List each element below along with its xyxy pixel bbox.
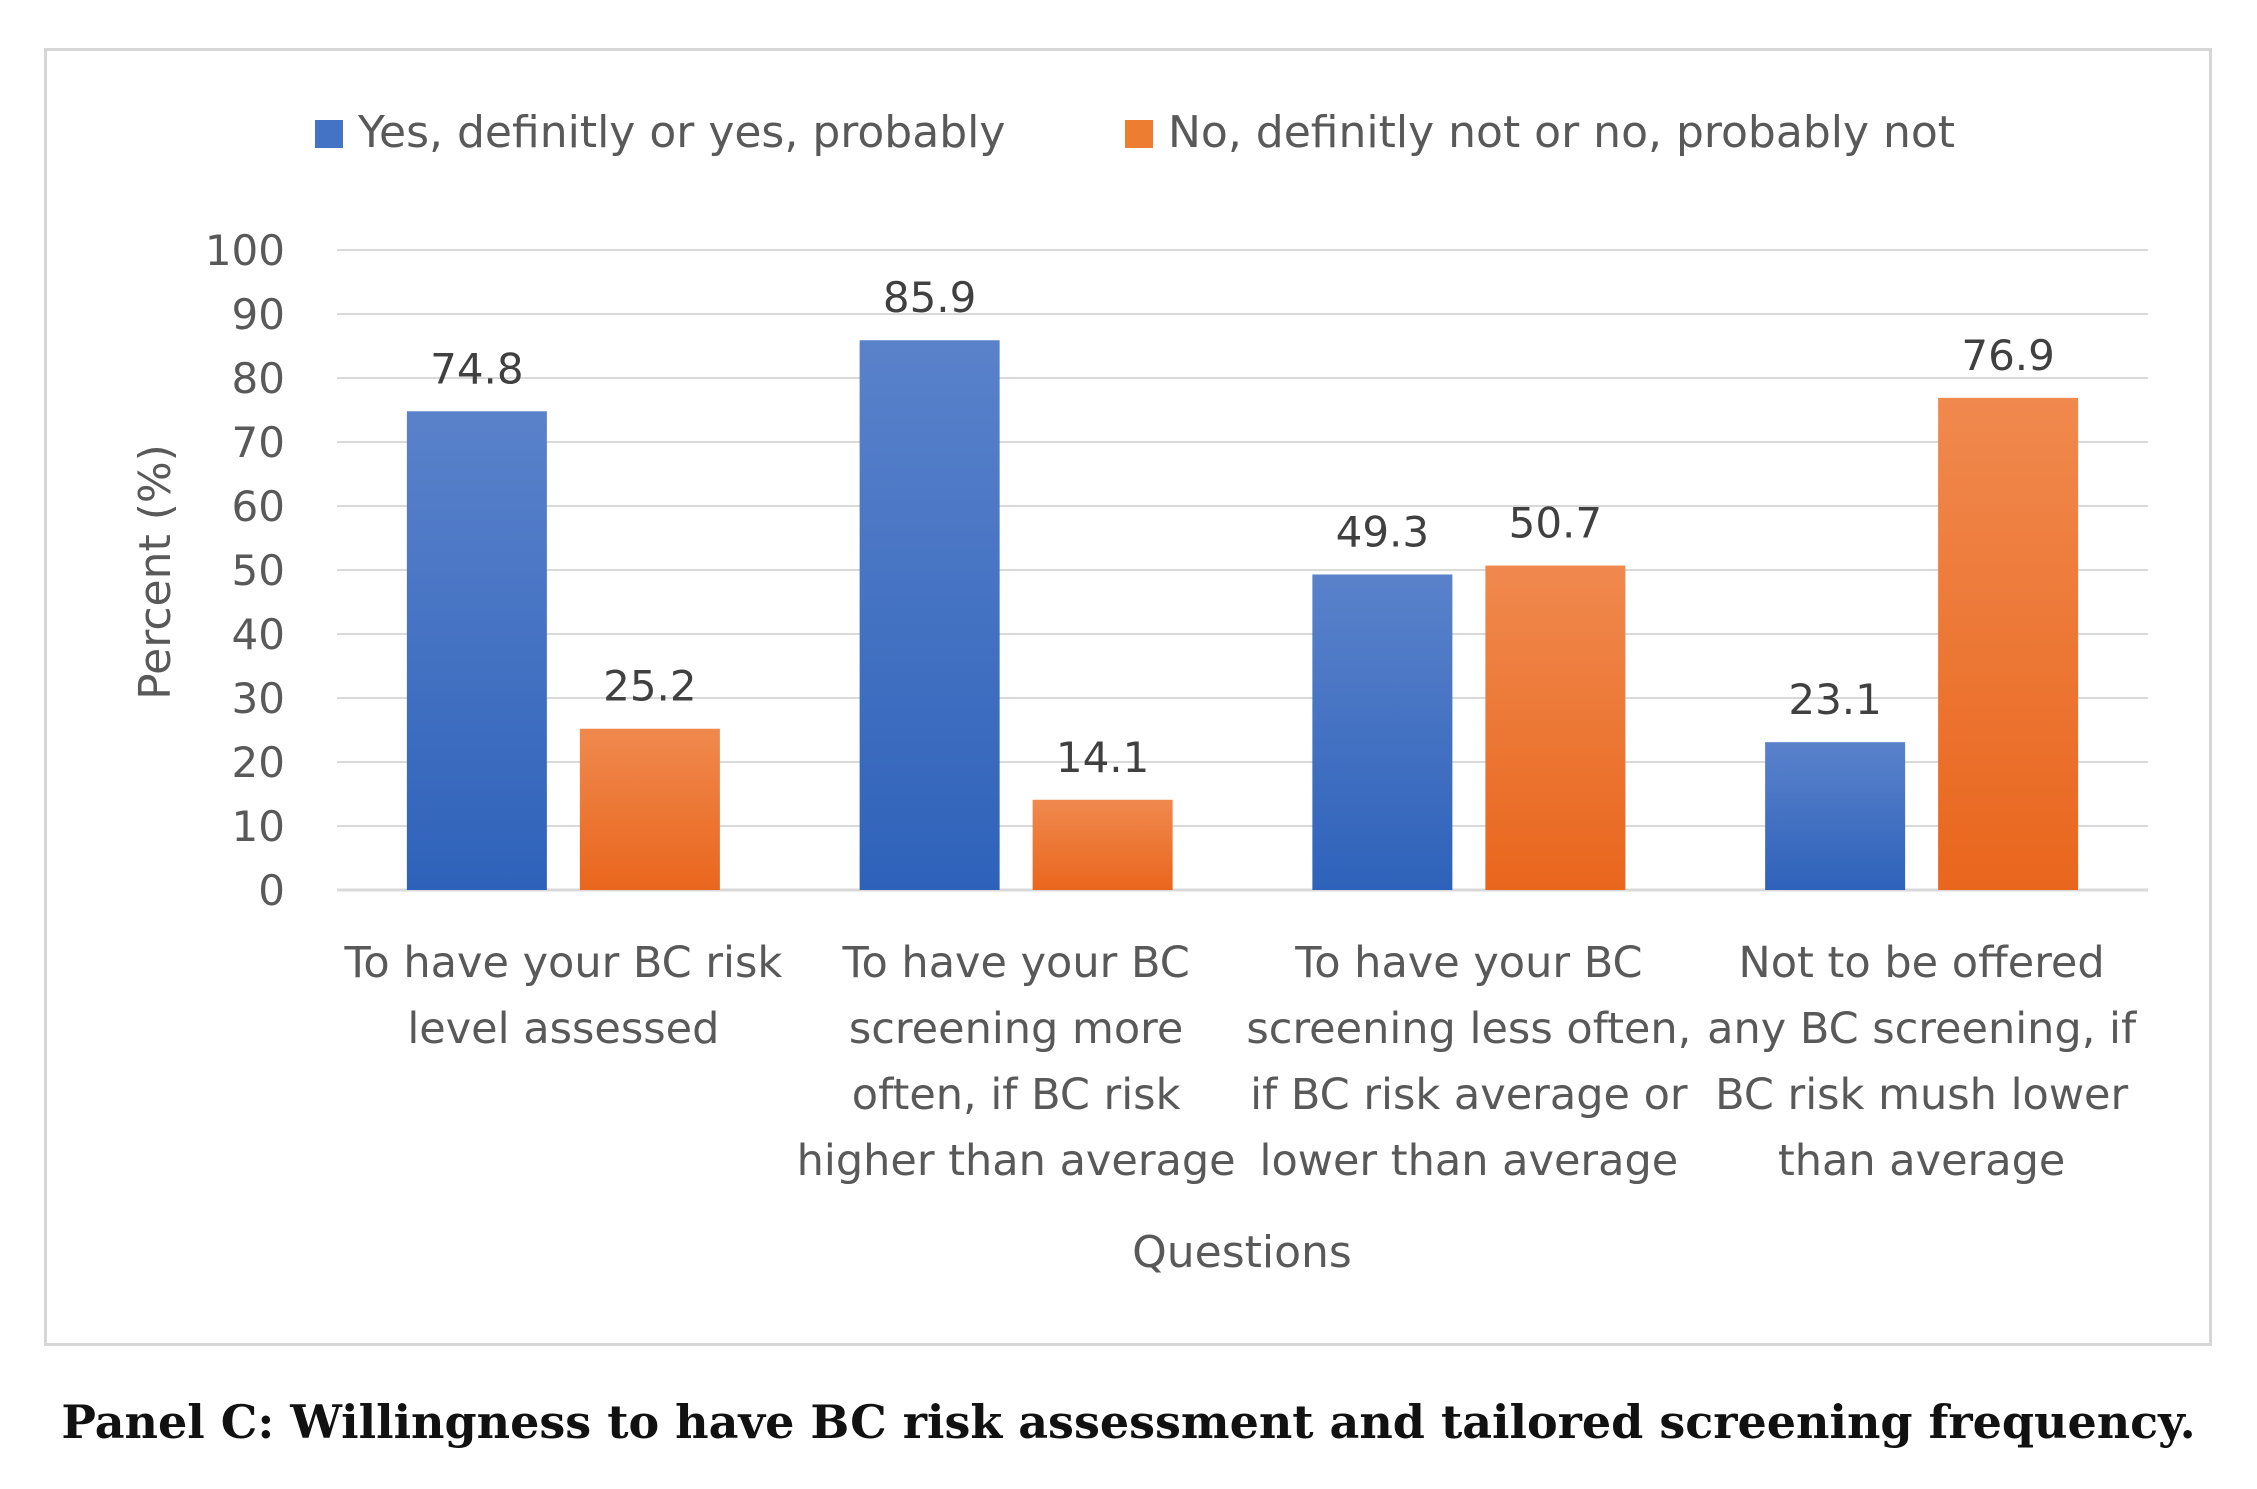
x-category-label-line: BC risk mush lower <box>1715 1070 2128 1120</box>
data-label: 76.9 <box>1961 331 2055 380</box>
legend: Yes, definitly or yes, probably No, defin… <box>315 107 1955 158</box>
x-category-label: To have your BC risk level assessed <box>343 938 782 1054</box>
x-category-label: To have your BC screening less often, if B… <box>1246 938 1691 1186</box>
legend-label-no: No, definitly not or no, probably not <box>1168 107 1955 158</box>
x-category-label-line: screening more <box>849 1004 1184 1054</box>
bar-yes-4 <box>1765 742 1906 890</box>
x-category-label: To have your BC screening more often, if B… <box>797 938 1236 1186</box>
bar-no-3 <box>1485 565 1626 890</box>
data-label: 50.7 <box>1509 499 1603 548</box>
bars <box>406 340 2079 890</box>
y-tick-label: 10 <box>232 802 285 851</box>
bar-yes-2 <box>859 340 1000 890</box>
x-category-label: Not to be offered any BC screening, if BC … <box>1707 938 2137 1186</box>
legend-swatch-no <box>1125 120 1153 148</box>
x-category-label-line: To have your BC risk <box>343 938 782 988</box>
y-tick-label: 70 <box>232 418 285 467</box>
x-category-label-line: if BC risk average or <box>1250 1070 1688 1120</box>
x-category-label-line: level assessed <box>407 1004 719 1054</box>
y-tick-label: 30 <box>232 674 285 723</box>
y-tick-label: 20 <box>232 738 285 787</box>
data-label: 25.2 <box>603 662 697 711</box>
x-category-label-line: higher than average <box>797 1136 1236 1186</box>
data-label: 14.1 <box>1056 733 1150 782</box>
x-category-label-line: lower than average <box>1260 1136 1679 1186</box>
x-category-label-line: any BC screening, if <box>1707 1004 2137 1054</box>
y-tick-label: 90 <box>232 290 285 339</box>
legend-swatch-yes <box>315 120 343 148</box>
x-category-label-line: often, if BC risk <box>852 1070 1181 1120</box>
bar-no-1 <box>579 728 720 890</box>
data-label: 74.8 <box>430 344 524 393</box>
bar-no-2 <box>1032 799 1173 890</box>
x-category-label-line: screening less often, <box>1246 1004 1691 1054</box>
data-label: 49.3 <box>1336 507 1430 556</box>
bar-yes-1 <box>406 411 547 890</box>
y-tick-label: 60 <box>232 482 285 531</box>
y-axis-ticks: 0 10 20 30 40 50 60 70 80 90 100 <box>205 226 285 915</box>
y-tick-label: 50 <box>232 546 285 595</box>
data-label: 23.1 <box>1788 675 1882 724</box>
figure-caption: Panel C: Willingness to have BC risk ass… <box>61 1395 2196 1449</box>
data-label: 85.9 <box>883 273 977 322</box>
data-labels: 74.8 25.2 85.9 14.1 49.3 50.7 23.1 76.9 <box>430 273 2055 782</box>
y-tick-label: 40 <box>232 610 285 659</box>
x-category-label-line: than average <box>1778 1136 2065 1186</box>
x-category-label-line: To have your BC <box>842 938 1190 988</box>
y-tick-label: 0 <box>258 866 285 915</box>
bar-yes-3 <box>1312 574 1453 890</box>
legend-label-yes: Yes, definitly or yes, probably <box>357 107 1005 158</box>
x-category-label-line: Not to be offered <box>1739 938 2105 988</box>
x-axis-title: Questions <box>1132 1227 1352 1278</box>
y-axis-title: Percent (%) <box>130 444 181 700</box>
y-tick-label: 100 <box>205 226 285 275</box>
bar-no-4 <box>1938 397 2079 890</box>
y-tick-label: 80 <box>232 354 285 403</box>
x-category-label-line: To have your BC <box>1294 938 1642 988</box>
